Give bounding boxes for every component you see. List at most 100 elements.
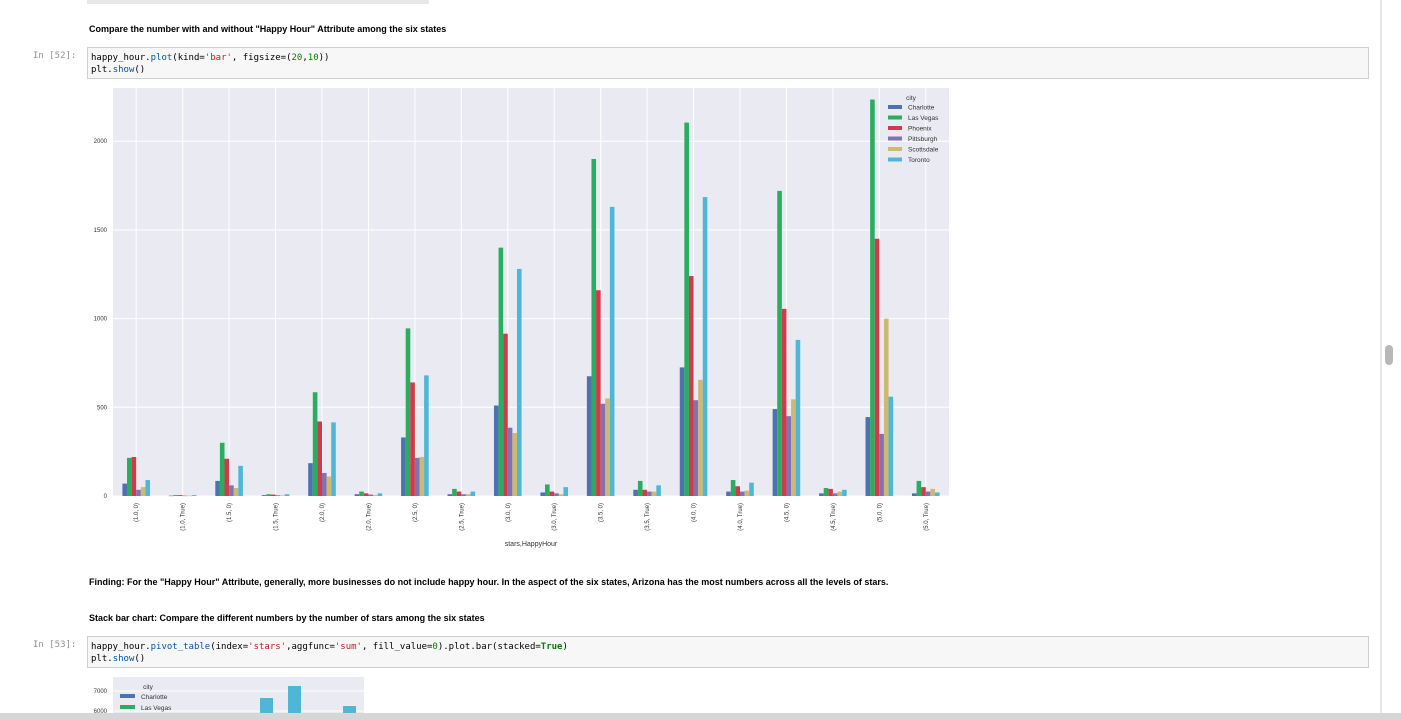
bar-pittsburgh [554,493,559,496]
code-cell-52[interactable]: happy_hour.plot(kind='bar', figsize=(20,… [87,47,1369,79]
bar-phoenix [224,458,230,496]
legend-label: Las Vegas [141,705,172,712]
bar-toronto [424,375,429,496]
bar-phoenix [456,491,462,496]
bar-toronto [749,482,754,496]
legend: city Charlotte Las Vegas Phoenix Pittsburgh… [888,95,939,164]
x-tick-label: (3.5, True) [645,503,651,531]
code-token: 'bar' [204,53,232,63]
x-tick-label: (1.5, True) [274,503,280,531]
code-token: 'stars' [248,642,287,652]
code-token: plot [150,53,173,63]
bar-toronto [331,422,336,496]
markdown-finding: Finding: For the "Happy Hour" Attribute,… [89,577,889,587]
bar-las-vegas [359,491,364,496]
bar-charlotte [865,417,871,496]
legend-swatch [888,115,902,120]
bar-las-vegas [452,488,457,496]
code-token: (index= [210,642,249,652]
code-token: 0 [432,642,438,652]
bar-las-vegas [684,122,689,496]
horizontal-scrollbar[interactable] [0,713,1401,720]
previous-output-edge [87,0,429,4]
legend-label: Pittsburgh [908,136,938,143]
bar-phoenix [178,495,183,496]
stacked-bar-chart-partial: 7000 6000 city Charlotte Las Vegas [94,677,364,714]
vertical-scrollbar-thumb[interactable] [1385,345,1393,365]
bar-phoenix [921,487,926,496]
bar-toronto [609,206,615,496]
y-tick-label: 7000 [94,689,108,695]
bar-charlotte [122,483,128,496]
bar-toronto [934,492,940,496]
code-token: pivot_table [150,642,211,652]
bar-las-vegas [777,190,782,496]
bar-las-vegas [173,495,179,496]
legend-swatch [120,705,135,709]
x-tick-label: (4.5, 0) [784,503,790,522]
code-token: () [134,654,146,664]
legend-swatch [888,157,902,162]
x-tick-label: (2.0, 0) [320,503,326,522]
bar-scottsdale [187,495,192,497]
bar-las-vegas [545,484,550,496]
input-prompt-53: In [53]: [33,640,77,650]
bar-scottsdale [698,379,703,496]
bar-toronto [656,485,661,496]
bar-toronto [191,495,197,496]
legend-label: Las Vegas [908,115,939,122]
code-token: happy_hour. [91,53,151,63]
code-token: show [112,65,135,75]
bar-scottsdale [605,398,610,496]
legend-label: Toronto [908,157,930,164]
bar-scottsdale [280,495,285,496]
bar-charlotte [493,405,499,496]
bar-charlotte [633,489,638,496]
x-tick-label: (2.5, True) [459,503,465,531]
bar-charlotte [215,480,220,496]
bar-toronto [470,491,476,496]
bar-charlotte [168,495,174,497]
bar-phoenix [642,489,648,496]
bar-pittsburgh [925,491,931,496]
bar-pittsburgh [786,416,792,496]
x-tick-label: (3.0, True) [552,503,558,531]
x-axis-label: stars,HappyHour [505,541,558,548]
y-tick-labels: 0 500 1000 1500 2000 [94,139,108,500]
bar-scottsdale [837,491,843,496]
legend-label: Phoenix [908,126,932,133]
bar-toronto [284,494,290,496]
input-prompt-52: In [52]: [33,51,77,61]
legend-swatch [888,126,902,130]
bar-las-vegas [405,328,411,496]
x-tick-label: (2.0, True) [366,503,372,531]
bar-scottsdale [140,487,146,496]
bar-las-vegas [219,442,225,496]
code-token: ).plot.bar(stacked= [437,642,541,652]
bar-toronto [516,268,522,496]
bar-charlotte [401,437,406,496]
bar-charlotte [586,376,592,496]
code-token: 10 [307,53,319,63]
bar-phoenix [503,333,508,496]
bar [288,686,301,714]
legend-label: Charlotte [908,105,935,112]
bar-las-vegas [312,392,318,496]
legend-title: city [143,684,154,691]
code-cell-53[interactable]: happy_hour.pivot_table(index='stars',agg… [87,636,1369,668]
bar-las-vegas [823,488,829,496]
bar-pittsburgh [322,472,327,496]
x-tick-label: (1.0, 0) [134,503,140,522]
bar-las-vegas [266,494,271,496]
bar-toronto [145,480,151,496]
code-token: )) [318,53,330,63]
bar-scottsdale [883,318,889,496]
bar-scottsdale [373,495,378,496]
bar-pittsburgh [832,493,838,496]
bar-charlotte [679,367,685,496]
bar-scottsdale [558,494,564,496]
bar-las-vegas [870,99,875,497]
code-token: , [302,53,308,63]
bar-phoenix [363,493,369,496]
bar-scottsdale [744,490,750,496]
